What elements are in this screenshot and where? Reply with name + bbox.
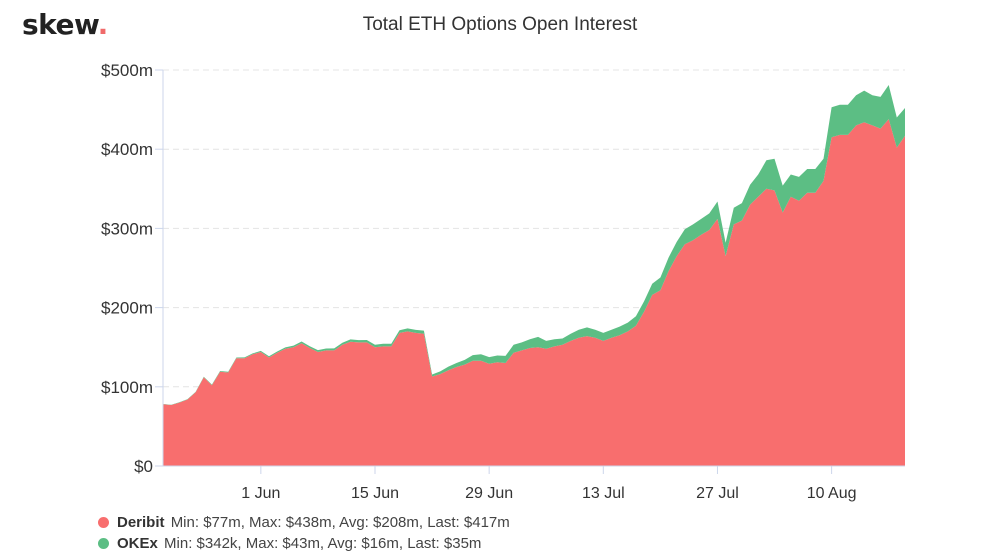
y-axis: $0 $100m $200m $300m $400m $500m: [101, 61, 164, 476]
legend-item-deribit[interactable]: Deribit Min: $77m, Max: $438m, Avg: $208…: [98, 514, 510, 531]
legend-okex-name: OKEx: [117, 535, 158, 552]
skew-logo: skew.: [22, 8, 108, 41]
deribit-swatch: [98, 517, 109, 528]
area-deribit: [163, 119, 905, 466]
x-tick-label: 29 Jun: [465, 485, 513, 502]
x-axis: 1 Jun 15 Jun 29 Jun 13 Jul 27 Jul 10 Aug: [163, 465, 905, 502]
y-tick-label: $300m: [101, 219, 153, 238]
x-tick-label: 10 Aug: [807, 485, 857, 502]
x-tick-label: 13 Jul: [582, 485, 625, 502]
legend-okex-stats: Min: $342k, Max: $43m, Avg: $16m, Last: …: [164, 535, 482, 552]
okex-swatch: [98, 538, 109, 549]
y-tick-label: $200m: [101, 299, 153, 318]
y-tick-label: $500m: [101, 61, 153, 80]
y-tick-label: $100m: [101, 378, 153, 397]
legend-deribit-stats: Min: $77m, Max: $438m, Avg: $208m, Last:…: [170, 514, 510, 531]
legend-item-okex[interactable]: OKEx Min: $342k, Max: $43m, Avg: $16m, L…: [98, 535, 481, 552]
chart-title: Total ETH Options Open Interest: [362, 14, 638, 35]
x-tick-label: 15 Jun: [351, 485, 399, 502]
area-series: [163, 85, 905, 466]
x-tick-label: 1 Jun: [241, 485, 280, 502]
y-tick-label: $0: [134, 457, 153, 476]
area-okex: [163, 85, 905, 405]
x-tick-label: 27 Jul: [696, 485, 739, 502]
legend-deribit-name: Deribit: [117, 514, 165, 531]
y-tick-label: $400m: [101, 140, 153, 159]
